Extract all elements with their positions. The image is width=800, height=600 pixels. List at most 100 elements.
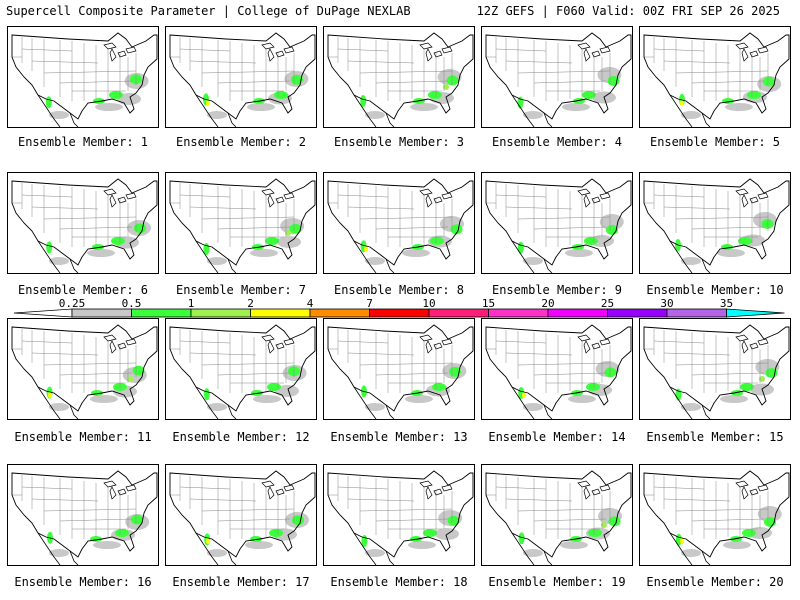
- great-lake: [419, 334, 433, 342]
- state-border: [189, 498, 257, 502]
- us-map: [485, 32, 632, 127]
- state-border: [533, 372, 607, 376]
- mexico-coastline: [353, 94, 395, 127]
- mexico-coastline: [511, 240, 553, 273]
- colorbar-tick-label: 0.25: [59, 297, 86, 310]
- state-border: [201, 362, 295, 366]
- great-lake: [741, 48, 749, 62]
- coastline: [169, 178, 316, 266]
- colorbar-tick-label: 7: [366, 297, 373, 310]
- state-border: [347, 352, 415, 356]
- member-map: [165, 464, 317, 566]
- state-border: [347, 498, 415, 502]
- great-lake: [109, 340, 117, 354]
- us-map: [11, 178, 158, 273]
- great-lake: [419, 42, 433, 50]
- scp-shading: [46, 220, 151, 265]
- colorbar-tick-label: 4: [307, 297, 314, 310]
- us-map: [485, 178, 632, 273]
- member-label: Ensemble Member: 20: [646, 575, 784, 589]
- valid-time: 12Z GEFS | F060 Valid: 00Z FRI SEP 26 20…: [476, 4, 780, 18]
- state-border: [43, 70, 137, 74]
- great-lake: [275, 50, 285, 58]
- colorbar-segment: [131, 308, 192, 318]
- great-lake: [283, 46, 295, 54]
- coastline: [327, 32, 474, 120]
- state-border: [201, 70, 295, 74]
- state-border: [653, 486, 705, 490]
- member-label: Ensemble Member: 9: [491, 283, 623, 297]
- us-map: [169, 32, 316, 127]
- state-border: [653, 194, 705, 198]
- state-border: [505, 352, 573, 356]
- state-border: [675, 216, 769, 220]
- state-border: [375, 372, 449, 376]
- great-lake: [267, 194, 275, 208]
- state-border: [517, 508, 611, 512]
- state-border: [691, 226, 765, 230]
- great-lake: [757, 484, 769, 492]
- state-border: [505, 206, 573, 210]
- mexico-coastline: [195, 94, 237, 127]
- great-lake: [117, 342, 127, 350]
- member-label: Ensemble Member: 16: [14, 575, 152, 589]
- member-map: [639, 172, 791, 274]
- us-map: [327, 324, 474, 419]
- great-lake: [103, 334, 117, 342]
- state-border: [59, 372, 133, 376]
- great-lake: [583, 486, 591, 500]
- scp-shading: [517, 214, 624, 265]
- colorbar-tick-label: 20: [541, 297, 554, 310]
- great-lake: [735, 188, 749, 196]
- state-border: [179, 48, 231, 52]
- great-lake: [267, 48, 275, 62]
- great-lake: [425, 340, 433, 354]
- mexico-coastline: [37, 94, 79, 127]
- scp-shading: [518, 508, 622, 557]
- great-lake: [741, 194, 749, 208]
- state-border: [533, 226, 607, 230]
- great-lake: [283, 338, 295, 346]
- great-lake: [425, 48, 433, 62]
- us-map: [327, 32, 474, 127]
- mexico-coastline: [195, 240, 237, 273]
- member-map: [7, 172, 159, 274]
- coastline: [485, 32, 632, 120]
- mexico-coastline: [669, 240, 711, 273]
- state-border: [179, 486, 231, 490]
- great-lake: [591, 50, 601, 58]
- great-lake: [577, 188, 591, 196]
- great-lake: [749, 196, 759, 204]
- coastline: [485, 324, 632, 412]
- great-lake: [267, 340, 275, 354]
- us-map: [11, 324, 158, 419]
- member-map: [639, 318, 791, 420]
- us-map: [169, 470, 316, 565]
- great-lake: [735, 480, 749, 488]
- member-map: [165, 318, 317, 420]
- state-border: [21, 48, 73, 52]
- great-lake: [261, 188, 275, 196]
- great-lake: [117, 196, 127, 204]
- us-map: [643, 324, 790, 419]
- coastline: [643, 178, 790, 266]
- mexico-coastline: [195, 532, 237, 565]
- member-label: Ensemble Member: 1: [17, 135, 149, 149]
- great-lake: [261, 42, 275, 50]
- colorbar-segment: [190, 308, 251, 318]
- great-lake: [275, 488, 285, 496]
- member-map: [481, 464, 633, 566]
- great-lake: [125, 484, 137, 492]
- great-lake: [749, 342, 759, 350]
- member-label: Ensemble Member: 6: [17, 283, 149, 297]
- state-border: [31, 206, 99, 210]
- state-border: [663, 498, 731, 502]
- colorbar-segment: [547, 308, 608, 318]
- great-lake: [425, 486, 433, 500]
- state-border: [663, 206, 731, 210]
- coastline: [485, 470, 632, 558]
- great-lake: [117, 488, 127, 496]
- colorbar-segment: [309, 308, 370, 318]
- mexico-coastline: [669, 532, 711, 565]
- colorbar-tick-label: 2: [247, 297, 254, 310]
